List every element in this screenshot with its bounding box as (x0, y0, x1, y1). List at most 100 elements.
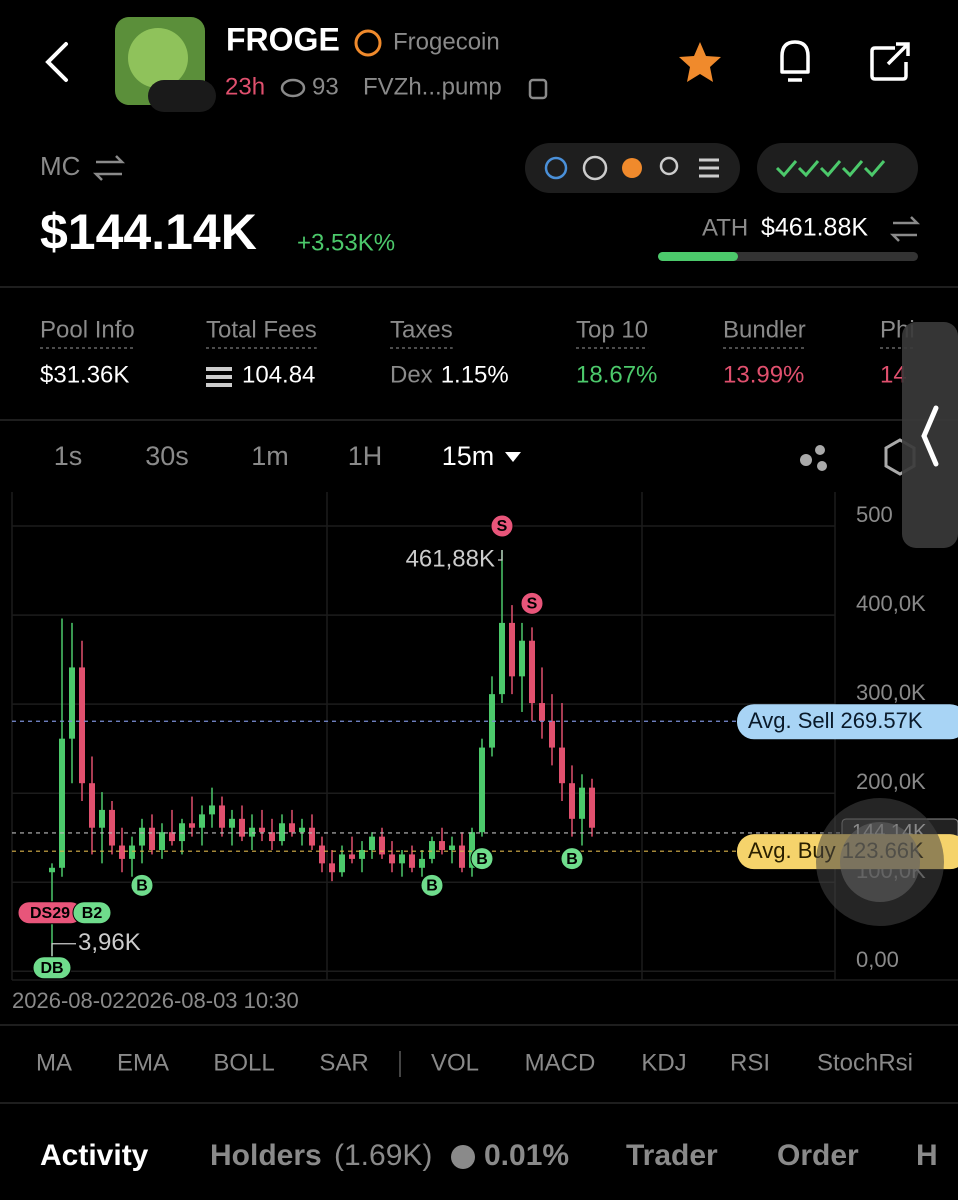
candle-body (559, 747, 565, 784)
candle-body (219, 805, 225, 828)
candle-body (309, 827, 315, 846)
interval[interactable]: 30s (145, 441, 189, 471)
trade-marker (130, 873, 154, 897)
avg_sell-pill (737, 704, 958, 740)
candle-body (129, 845, 135, 859)
stat-value: 104.84 (242, 361, 315, 388)
indicator[interactable]: StochRsi (817, 1049, 913, 1076)
web-icon (582, 155, 608, 181)
interval[interactable]: 1H (348, 441, 383, 471)
candle-body (329, 863, 335, 873)
chain-badge (148, 80, 216, 112)
token-name: FROGE (226, 21, 340, 57)
coin-icon (354, 29, 382, 57)
candle-body (269, 832, 275, 842)
candle-body (199, 814, 205, 828)
trade-marker (520, 591, 544, 615)
indicator[interactable]: EMA (117, 1049, 169, 1076)
indicator[interactable]: MACD (525, 1049, 596, 1076)
chart-style-icon[interactable] (800, 454, 812, 466)
stat-value: 1.15% (441, 361, 509, 388)
candle-body (169, 832, 175, 842)
ath-value: $461.88K (761, 214, 868, 242)
stat-label[interactable]: Total Fees (206, 316, 317, 343)
trade-marker-label: S (497, 518, 508, 535)
trade-marker (72, 901, 112, 925)
y-tick-label: 400,0K (856, 591, 926, 616)
token-full-name: Frogecoin (393, 28, 500, 55)
tab-trader[interactable]: Trader (626, 1139, 718, 1172)
stat-label[interactable]: Bundler (723, 316, 806, 343)
min-label: 3,96K (78, 929, 141, 956)
candle-body (239, 818, 245, 837)
candle-body (319, 845, 325, 864)
candle-body (419, 858, 425, 868)
favorite-button[interactable] (679, 42, 721, 82)
candle-body (409, 854, 415, 868)
tab-holders[interactable]: Holders (210, 1139, 322, 1172)
candle-body (439, 841, 445, 850)
candle-body (229, 818, 235, 828)
indicator[interactable]: SAR (319, 1049, 368, 1076)
views: 93 (312, 73, 339, 100)
interval[interactable]: 1s (54, 441, 83, 471)
candle-body (99, 809, 105, 828)
y-tick-label: 300,0K (856, 680, 926, 705)
back-button[interactable] (45, 42, 68, 82)
y-tick-label: 500 (856, 502, 893, 527)
y-tick-label: 0,00 (856, 947, 899, 972)
tab-activity[interactable]: Activity (40, 1139, 149, 1172)
token-age: 23h (225, 73, 265, 100)
tab-more[interactable]: H (916, 1139, 938, 1172)
tab-order[interactable]: Order (777, 1139, 859, 1172)
candle-body (379, 836, 385, 855)
trade-marker-label: B (426, 878, 438, 895)
indicator-row: MA EMA BOLL SAR VOL MACD KDJ RSI StochRsi (36, 1049, 913, 1077)
mc-value: $144.14K (40, 204, 257, 260)
avatar-art (128, 28, 188, 88)
mc-toggle[interactable] (92, 155, 126, 181)
stat-value: $31.36K (40, 361, 129, 388)
list-icon (699, 158, 719, 178)
min-leader (51, 943, 76, 958)
candle-body (69, 667, 75, 739)
indicator[interactable]: VOL (431, 1049, 479, 1076)
stat-label[interactable]: Taxes (390, 316, 453, 343)
indicator[interactable]: BOLL (213, 1049, 274, 1076)
stats-row: Pool Info $31.36K Total Fees 104.84 Taxes Dex… (40, 316, 915, 388)
interval[interactable]: 15m (442, 441, 495, 471)
share-button[interactable] (870, 42, 910, 81)
stat-label[interactable]: Pool Info (40, 316, 135, 343)
alert-button[interactable] (780, 40, 810, 82)
holders-count: (1.69K) (334, 1139, 432, 1172)
interval[interactable]: 1m (251, 441, 289, 471)
indicator[interactable]: KDJ (641, 1049, 686, 1076)
copy-button[interactable] (528, 78, 548, 100)
candle-body (539, 703, 545, 721)
candle-body (209, 805, 215, 815)
ath-toggle[interactable] (889, 216, 921, 242)
checks (775, 160, 886, 178)
checks-pill[interactable] (757, 143, 918, 193)
candle-body (59, 738, 65, 868)
candle-body (279, 823, 285, 842)
candle-body (289, 823, 295, 833)
candle-body (499, 622, 505, 695)
floating-button-core (840, 822, 920, 902)
side-panel-handle[interactable] (902, 322, 958, 548)
indicator[interactable]: RSI (730, 1049, 770, 1076)
candle-body (449, 845, 455, 850)
indicator[interactable]: MA (36, 1049, 72, 1076)
candle-body (389, 854, 395, 864)
candle-body (399, 854, 405, 864)
views-icon (280, 78, 306, 98)
ath-progress (658, 252, 738, 261)
candle-body (529, 640, 535, 704)
trade-marker (32, 956, 72, 980)
trade-marker-label: S (527, 596, 538, 613)
stat-label[interactable]: Top 10 (576, 316, 648, 343)
candle-body (369, 836, 375, 850)
candle-body (339, 854, 345, 873)
interval-row: 1s 30s 1m 1H 15m (54, 441, 521, 471)
